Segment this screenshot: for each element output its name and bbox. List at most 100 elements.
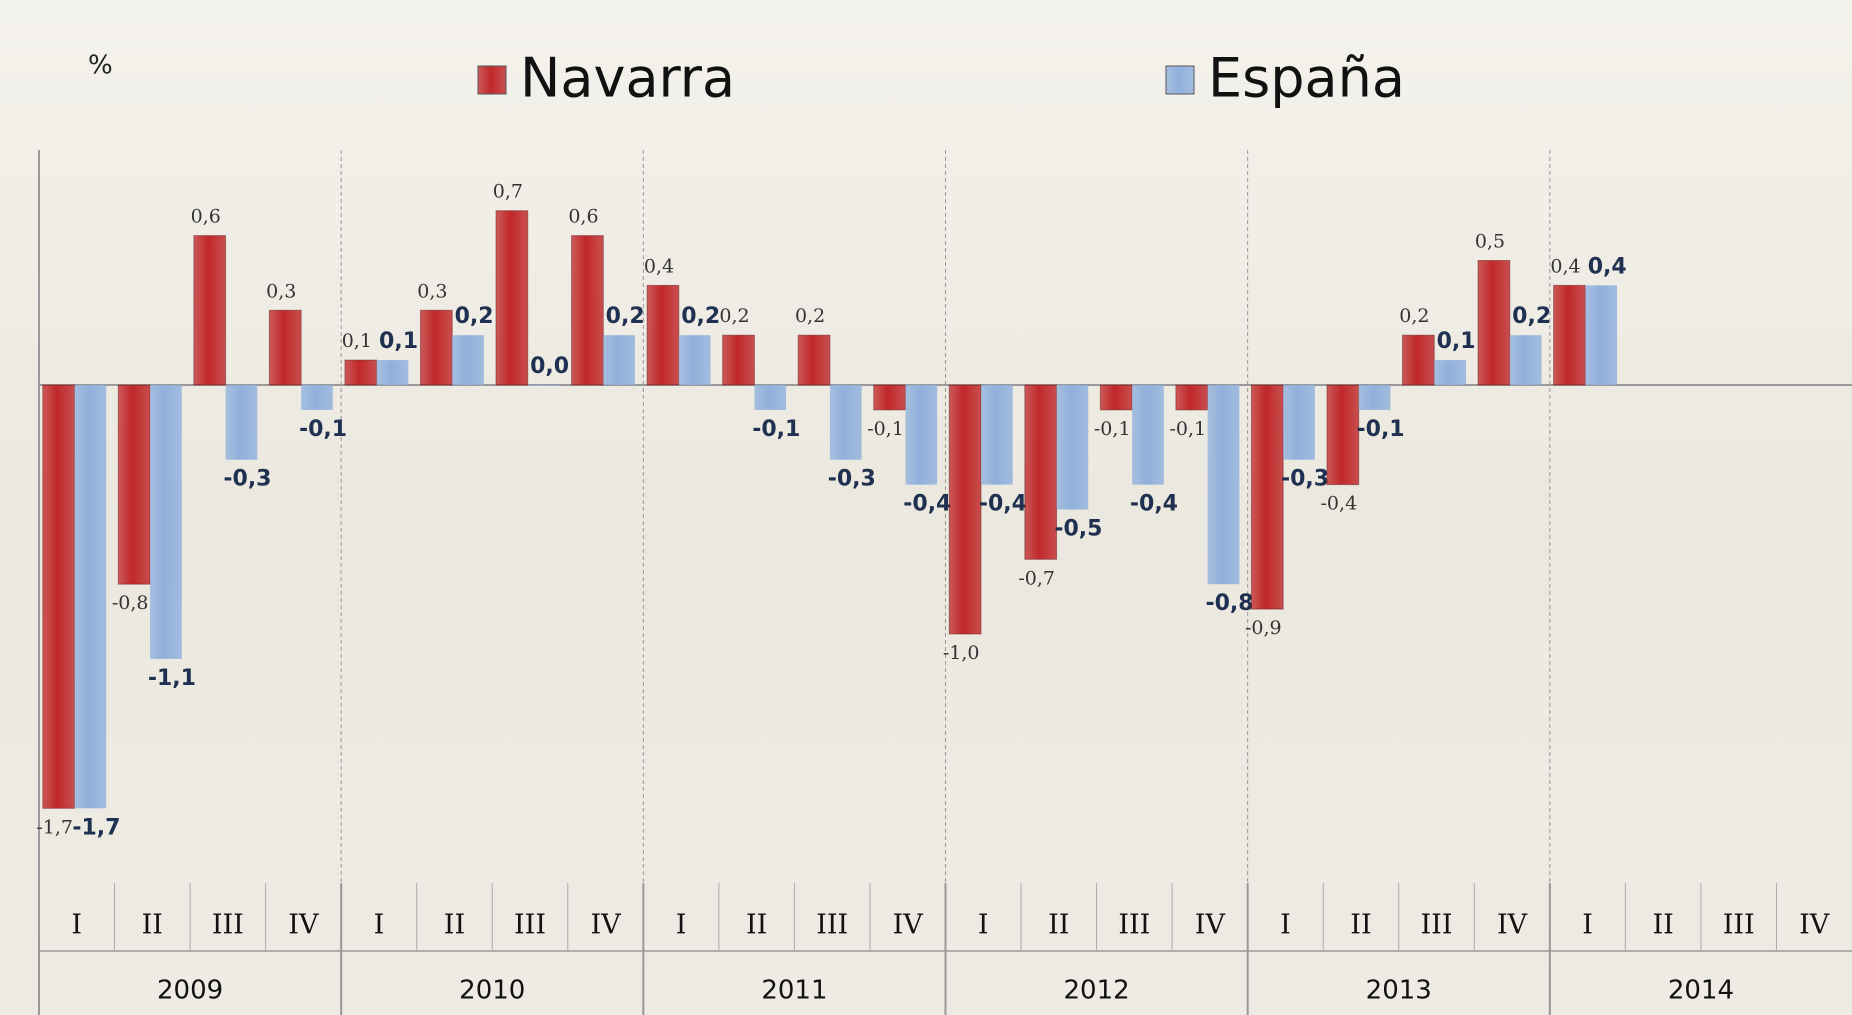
x-tick-label: III	[1118, 910, 1150, 941]
value-label: -1,1	[148, 666, 196, 691]
x-tick-label: III	[212, 910, 244, 941]
value-label: 0,2	[606, 304, 645, 329]
value-label: 0,2	[1399, 305, 1429, 327]
value-label: -0,4	[1321, 493, 1358, 515]
legend-label: Navarra	[520, 47, 735, 110]
bar	[797, 334, 831, 386]
bar	[268, 309, 302, 386]
x-tick-label: I	[1582, 910, 1593, 941]
value-label: 0,2	[719, 305, 749, 327]
value-label: -0,1	[1169, 418, 1206, 440]
bar	[376, 360, 409, 385]
bar	[1056, 385, 1089, 510]
value-label: 0,0	[530, 354, 569, 379]
y-axis-label: %	[88, 51, 113, 81]
value-label: -0,3	[1281, 467, 1329, 492]
bar	[495, 210, 529, 386]
bar	[1326, 384, 1360, 486]
legend-swatch	[477, 65, 507, 95]
value-label: -1,7	[36, 816, 73, 838]
year-label: 2010	[459, 976, 525, 1006]
value-label: -0,3	[828, 467, 876, 492]
value-label: -1,7	[72, 815, 120, 840]
bar	[829, 385, 862, 460]
value-label: -0,1	[1357, 417, 1405, 442]
value-label: -0,4	[1130, 492, 1178, 517]
value-label: 0,4	[1550, 255, 1580, 277]
value-label: -0,5	[1054, 517, 1102, 542]
value-label: 0,7	[493, 181, 523, 203]
bar	[150, 385, 182, 659]
bar	[1585, 285, 1618, 385]
bar	[452, 335, 484, 385]
value-label: -0,7	[1018, 567, 1055, 589]
year-label: 2012	[1063, 976, 1129, 1006]
x-tick-label: I	[374, 910, 385, 941]
bar	[193, 235, 227, 386]
value-label: 0,2	[681, 304, 720, 329]
bar	[1509, 335, 1542, 385]
bar	[1207, 385, 1240, 585]
x-tick-label: II	[1048, 910, 1069, 941]
x-tick-label: III	[816, 910, 848, 941]
x-tick-label: II	[746, 910, 767, 941]
x-tick-label: II	[142, 910, 163, 941]
bar	[571, 235, 604, 386]
x-tick-label: I	[1280, 910, 1291, 941]
bar	[981, 385, 1013, 485]
x-tick-label: IV	[1195, 910, 1226, 941]
value-label: 0,5	[1475, 231, 1505, 253]
value-label: -1,0	[943, 642, 980, 664]
x-tick-label: IV	[1497, 910, 1528, 941]
value-label: -0,1	[299, 417, 347, 442]
bar	[1175, 384, 1209, 411]
value-label: -0,1	[752, 417, 800, 442]
value-label: -0,4	[903, 492, 951, 517]
bar	[1553, 284, 1586, 386]
value-label: -0,3	[223, 467, 271, 492]
bar	[948, 384, 982, 635]
value-label: -0,8	[112, 592, 149, 614]
bar	[1250, 384, 1284, 610]
bar	[117, 384, 151, 585]
x-tick-label: III	[1723, 910, 1755, 941]
x-tick-label: I	[71, 910, 82, 941]
x-tick-label: IV	[1799, 910, 1830, 941]
x-tick-label: IV	[288, 910, 319, 941]
bar	[344, 359, 378, 386]
value-label: 0,1	[379, 329, 418, 354]
bar	[678, 335, 711, 385]
bar	[74, 385, 107, 809]
value-label: 0,4	[644, 255, 674, 277]
bar	[1358, 385, 1391, 410]
value-label: -0,9	[1245, 617, 1282, 639]
x-tick-label: II	[1350, 910, 1371, 941]
legend-label: España	[1208, 47, 1405, 110]
x-tick-label: I	[676, 910, 687, 941]
year-label: 2013	[1366, 976, 1432, 1006]
value-label: 0,2	[455, 304, 494, 329]
x-tick-label: IV	[590, 910, 621, 941]
bar	[527, 385, 560, 386]
bar	[646, 284, 680, 386]
value-label: 0,3	[266, 280, 296, 302]
year-label: 2014	[1668, 976, 1734, 1006]
bar	[1024, 384, 1058, 560]
bar	[873, 384, 906, 411]
value-label: 0,6	[568, 206, 598, 228]
value-label: 0,1	[1437, 329, 1476, 354]
year-label: 2011	[761, 976, 827, 1006]
value-label: 0,6	[191, 206, 221, 228]
value-label: 0,4	[1588, 254, 1627, 279]
value-label: -0,8	[1205, 591, 1253, 616]
value-label: -0,4	[979, 492, 1027, 517]
bar	[301, 385, 333, 410]
bar	[1132, 385, 1164, 485]
bar	[42, 384, 76, 809]
x-tick-label: III	[1421, 910, 1453, 941]
value-label: -0,1	[1094, 418, 1131, 440]
value-label: 0,1	[342, 330, 372, 352]
bar	[754, 385, 787, 410]
